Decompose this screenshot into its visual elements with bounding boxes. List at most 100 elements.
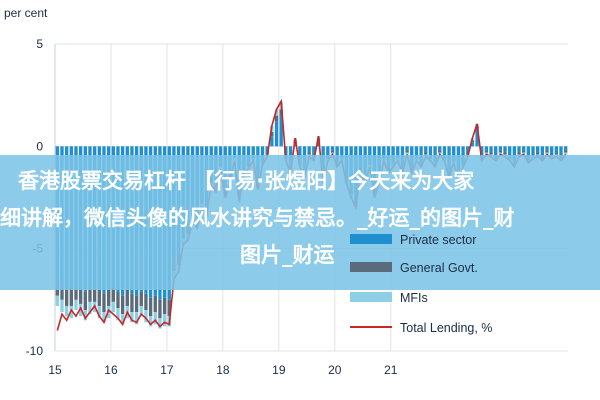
x-tick-label: 21	[384, 363, 398, 377]
bar-private-sector	[433, 146, 437, 163]
y-axis-label: per cent	[4, 6, 48, 20]
bar-mfis	[78, 303, 83, 317]
bar-private-sector	[382, 146, 386, 157]
bar-private-sector	[512, 146, 517, 163]
bar-private-sector	[335, 146, 339, 163]
bar-general-govt	[60, 285, 64, 300]
bar-general-govt	[484, 150, 489, 153]
bar-general-govt	[69, 289, 74, 306]
bar-private-sector	[494, 146, 498, 157]
bar-private-sector	[270, 136, 274, 147]
bar-mfis	[139, 305, 143, 317]
bar-private-sector	[559, 146, 563, 157]
bar-general-govt	[83, 291, 87, 311]
bar-private-sector	[340, 146, 344, 157]
bar-private-sector	[265, 146, 269, 153]
bar-mfis	[274, 109, 279, 116]
bar-general-govt	[111, 287, 115, 302]
bar-private-sector	[260, 146, 265, 161]
bar-general-govt	[424, 152, 428, 155]
x-tick-label: 15	[48, 363, 62, 377]
bar-private-sector	[391, 146, 395, 163]
y-tick-label: 5	[36, 37, 43, 51]
bar-general-govt	[330, 150, 335, 153]
bar-private-sector	[452, 146, 456, 159]
bar-general-govt	[162, 297, 167, 315]
bar-private-sector	[563, 146, 568, 151]
bar-general-govt	[522, 150, 526, 153]
banner-line-3: 图片_财运	[240, 243, 335, 267]
bar-mfis	[102, 312, 106, 323]
bar-private-sector	[442, 146, 447, 157]
bar-mfis	[144, 310, 148, 323]
bar-mfis	[69, 305, 74, 319]
bar-private-sector	[279, 115, 283, 147]
bar-private-sector	[307, 146, 311, 153]
bar-general-govt	[167, 299, 171, 317]
bar-private-sector	[466, 146, 470, 153]
legend-label-mfi: MFIs	[400, 291, 428, 305]
legend-swatch-private	[350, 234, 392, 244]
bar-general-govt	[517, 152, 521, 155]
bar-private-sector	[368, 146, 372, 163]
bar-mfis	[498, 152, 503, 155]
bar-mfis	[83, 310, 87, 321]
bar-general-govt	[405, 150, 409, 153]
bar-general-govt	[158, 299, 162, 319]
bar-mfis	[563, 152, 568, 155]
bar-mfis	[60, 299, 64, 313]
x-tick-labels: 15 16 17 18 19 20 21	[48, 363, 397, 377]
bar-private-sector	[414, 146, 419, 157]
bar-general-govt	[125, 289, 129, 306]
legend-label-general: General Govt.	[400, 261, 478, 275]
bar-private-sector	[274, 121, 279, 147]
bar-private-sector	[508, 146, 512, 157]
bar-private-sector	[503, 146, 507, 153]
bar-general-govt	[270, 132, 274, 137]
bar-mfis	[130, 312, 134, 323]
bar-general-govt	[92, 287, 97, 302]
x-tick-label: 18	[216, 363, 230, 377]
legend: Private sector General Govt. MFIs Total …	[350, 233, 492, 335]
bar-private-sector	[461, 146, 465, 163]
bar-private-sector	[531, 146, 535, 155]
bar-general-govt	[97, 289, 101, 306]
legend-label-private: Private sector	[400, 233, 476, 247]
legend-label-total: Total Lending, %	[400, 321, 492, 335]
bar-general-govt	[545, 150, 549, 153]
bar-private-sector	[396, 146, 400, 157]
banner-line-1: 香港股票交易杠杆 【行易·张煜阳】今天来为大家	[18, 169, 475, 193]
bar-general-govt	[120, 295, 125, 315]
bar-mfis	[484, 152, 489, 155]
bar-general-govt	[139, 291, 143, 306]
x-tick-label: 17	[160, 363, 174, 377]
bar-mfis	[158, 318, 162, 329]
bar-private-sector	[536, 146, 540, 153]
bar-mfis	[116, 308, 120, 321]
bar-general-govt	[279, 109, 283, 116]
bar-general-govt	[563, 150, 568, 153]
legend-swatch-mfi	[350, 292, 392, 302]
bar-private-sector	[298, 146, 302, 163]
bar-general-govt	[498, 150, 503, 153]
bar-private-sector	[438, 146, 442, 151]
bar-mfis	[111, 301, 115, 313]
bar-private-sector	[480, 146, 484, 157]
bar-general-govt	[438, 150, 442, 153]
bar-private-sector	[251, 146, 255, 157]
bar-general-govt	[307, 152, 311, 155]
bar-mfis	[522, 152, 526, 155]
bar-private-sector	[330, 146, 335, 151]
bar-mfis	[97, 305, 101, 319]
bar-general-govt	[102, 293, 106, 313]
bar-private-sector	[498, 146, 503, 151]
bar-private-sector	[428, 146, 433, 157]
bar-mfis	[148, 316, 153, 327]
bar-general-govt	[503, 152, 507, 155]
y-tick-label: -10	[26, 344, 44, 358]
bar-private-sector	[232, 146, 237, 157]
bar-private-sector	[405, 146, 409, 151]
bar-general-govt	[144, 293, 148, 311]
bar-private-sector	[540, 146, 545, 157]
